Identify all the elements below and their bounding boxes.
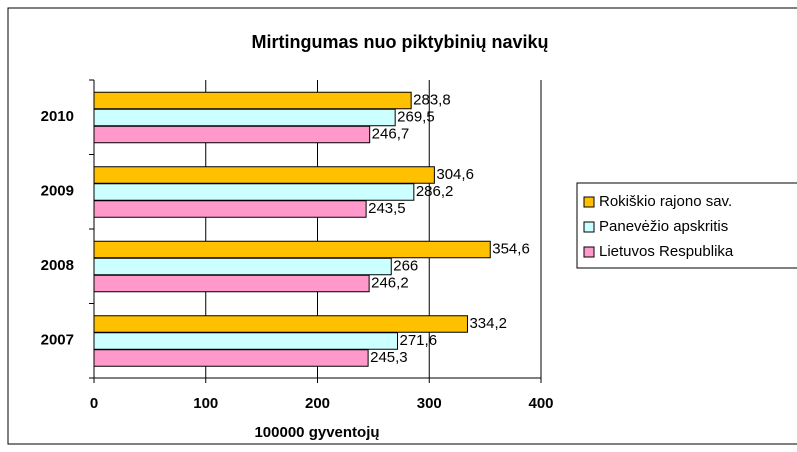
legend-box <box>576 182 797 269</box>
legend-label: Lietuvos Respublika <box>599 243 734 260</box>
y-tick-label: 2010 <box>41 108 74 125</box>
bar <box>93 332 399 350</box>
legend-swatch <box>583 246 595 258</box>
value-label: 245,3 <box>370 349 408 366</box>
legend-swatch <box>583 221 595 233</box>
bar <box>93 125 371 144</box>
bar <box>93 315 468 333</box>
bar <box>93 91 412 110</box>
y-tick-label: 2007 <box>41 332 74 349</box>
x-tick-label: 200 <box>305 395 330 412</box>
value-label: 354,6 <box>492 240 530 257</box>
value-label: 243,5 <box>368 200 406 217</box>
bar <box>93 183 415 201</box>
x-tick-label: 300 <box>417 395 442 412</box>
bar <box>93 274 370 293</box>
value-label: 304,6 <box>436 166 474 183</box>
x-tick-label: 100 <box>193 395 218 412</box>
x-tick-label: 0 <box>90 395 98 412</box>
bar <box>93 240 491 259</box>
legend-label: Rokiškio rajono sav. <box>599 193 732 210</box>
value-label: 266 <box>393 257 418 274</box>
bar <box>93 166 435 184</box>
value-label: 246,7 <box>372 125 410 142</box>
value-label: 286,2 <box>416 183 454 200</box>
bar <box>93 108 396 127</box>
x-axis-title: 100000 gyventojų <box>254 424 379 441</box>
value-label: 269,5 <box>397 108 435 125</box>
bar <box>93 257 392 276</box>
legend-label: Panevėžio apskritis <box>599 218 728 235</box>
value-label: 334,2 <box>469 315 507 332</box>
value-label: 246,2 <box>371 274 409 291</box>
bar <box>93 349 369 367</box>
x-tick-label: 400 <box>528 395 553 412</box>
value-label: 283,8 <box>413 91 451 108</box>
value-label: 271,6 <box>400 332 438 349</box>
bar <box>93 200 367 218</box>
legend-swatch <box>583 196 595 208</box>
y-tick-label: 2008 <box>41 257 74 274</box>
y-tick-label: 2009 <box>41 183 74 200</box>
chart-title: Mirtingumas nuo piktybinių navikų <box>251 32 548 52</box>
